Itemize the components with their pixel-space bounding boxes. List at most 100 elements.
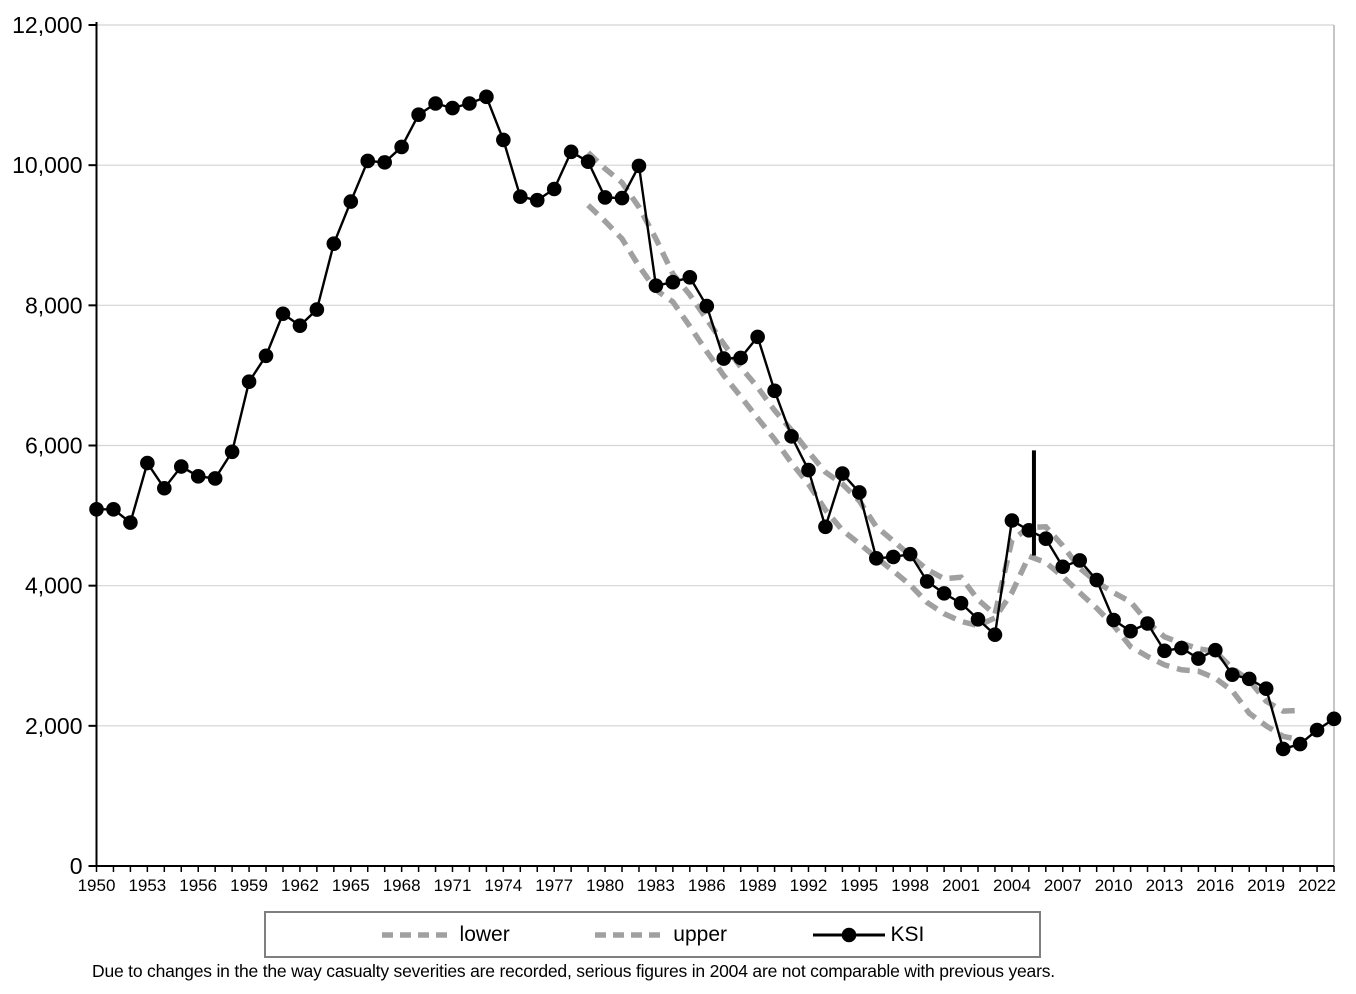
ksi-point-1968 [394, 139, 409, 155]
legend-item-upper: upper [594, 924, 727, 945]
ksi-point-2011 [1123, 623, 1138, 639]
ksi-point-1971 [445, 100, 460, 116]
lower-dashed-line-icon [381, 931, 454, 938]
x-tick-label-1986: 1986 [688, 876, 726, 895]
series-line-ksi [96, 95, 1335, 751]
ksi-point-1960 [258, 348, 274, 364]
ksi-point-2021 [1292, 736, 1308, 752]
x-tick-label-1959: 1959 [230, 876, 268, 895]
ksi-point-1958 [224, 444, 240, 460]
y-tick-label-6000: 6,000 [25, 433, 83, 459]
ksi-point-2014 [1174, 640, 1189, 656]
ksi-point-1954 [157, 480, 172, 496]
x-tick-label-1971: 1971 [434, 876, 472, 895]
x-tick-label-2001: 2001 [942, 876, 980, 895]
legend-label-ksi: KSI [890, 923, 925, 946]
ksi-point-1972 [462, 96, 477, 111]
ksi-point-2008 [1072, 553, 1088, 568]
ksi-point-1964 [326, 236, 342, 251]
ksi-point-2022 [1309, 722, 1325, 738]
legend-item-lower: lower [381, 924, 510, 945]
ksi-point-2016 [1208, 642, 1223, 658]
ksi-point-2009 [1089, 572, 1104, 588]
ksi-point-1961 [275, 306, 291, 322]
y-tick-label-10000: 10,000 [12, 152, 82, 178]
ksi-point-2001 [953, 595, 969, 611]
ksi-point-1982 [631, 158, 647, 174]
ksi-point-2015 [1191, 651, 1206, 666]
ksi-point-2004 [1004, 513, 1020, 528]
ksi-point-1974 [496, 132, 511, 148]
ksi-point-1975 [513, 189, 528, 205]
legend-item-ksi: KSI [812, 923, 925, 946]
ksi-point-1965 [343, 194, 359, 209]
ksi-point-1995 [852, 485, 867, 500]
ksi-trend-chart: 0 2,000 4,000 6,000 8,000 10,000 12,000 1950 195… [12, 12, 1342, 895]
ksi-point-1952 [123, 515, 138, 530]
ksi-point-1996 [868, 551, 884, 566]
ksi-point-1989 [750, 329, 765, 345]
ksi-point-1987 [716, 351, 732, 366]
ksi-point-1956 [190, 469, 206, 484]
series-line-lower [586, 203, 1301, 743]
ksi-point-2013 [1157, 643, 1172, 659]
ksi-point-1992 [801, 462, 816, 478]
ksi-point-1976 [529, 192, 545, 208]
ksi-point-1983 [648, 278, 664, 294]
y-tick-label-12000: 12,000 [12, 12, 82, 38]
ksi-point-2010 [1106, 612, 1121, 628]
x-tick-label-1950: 1950 [78, 876, 116, 895]
ksi-point-2006 [1038, 531, 1054, 547]
series-line-upper [586, 150, 1301, 714]
ksi-point-1984 [665, 274, 681, 290]
ksi-point-2000 [936, 586, 952, 601]
ksi-point-2002 [970, 612, 986, 627]
ksi-point-2018 [1241, 671, 1257, 687]
ksi-point-1985 [682, 270, 698, 285]
ksi-point-1973 [479, 89, 494, 105]
ksi-point-1969 [411, 107, 426, 123]
ksi-point-1978 [563, 144, 579, 160]
ksi-point-1997 [885, 549, 901, 565]
x-tick-label-2004: 2004 [993, 876, 1031, 895]
footnote-text: Due to changes in the the way casualty s… [92, 961, 1055, 981]
x-tick-label-1974: 1974 [484, 876, 522, 895]
ksi-point-2017 [1224, 667, 1240, 682]
ksi-point-1981 [614, 190, 630, 206]
ksi-point-1955 [173, 459, 189, 474]
ksi-point-2023 [1326, 711, 1342, 727]
ksi-line-marker-icon [812, 927, 885, 942]
ksi-point-1986 [699, 298, 715, 314]
x-tick-label-1965: 1965 [332, 876, 370, 895]
ksi-point-1988 [733, 350, 748, 366]
y-tick-label-4000: 4,000 [25, 573, 83, 599]
ksi-point-1959 [241, 374, 257, 390]
ksi-point-1963 [309, 302, 325, 317]
ksi-point-1953 [140, 455, 155, 471]
x-tick-label-1998: 1998 [891, 876, 929, 895]
x-tick-label-2019: 2019 [1247, 876, 1285, 895]
y-tick-label-8000: 8,000 [25, 292, 83, 318]
ksi-point-2019 [1258, 681, 1274, 696]
ksi-point-2003 [987, 627, 1003, 643]
legend-label-upper: upper [673, 923, 727, 946]
x-tick-label-1992: 1992 [790, 876, 828, 895]
ksi-point-2007 [1055, 559, 1071, 575]
ksi-point-1980 [597, 190, 613, 205]
ksi-point-2020 [1275, 741, 1291, 757]
ksi-point-1966 [360, 153, 376, 169]
ksi-point-1967 [377, 155, 392, 170]
ksi-point-1998 [902, 546, 918, 562]
x-tick-label-1989: 1989 [739, 876, 777, 895]
x-tick-label-2007: 2007 [1044, 876, 1082, 895]
ksi-point-1951 [106, 501, 121, 517]
x-tick-label-1962: 1962 [281, 876, 319, 895]
x-tick-label-2010: 2010 [1095, 876, 1133, 895]
x-tick-label-1956: 1956 [179, 876, 217, 895]
legend-label-lower: lower [459, 923, 510, 946]
ksi-point-1993 [818, 519, 833, 535]
x-tick-label-2022: 2022 [1298, 876, 1336, 895]
ksi-point-1999 [919, 574, 935, 589]
x-tick-label-1968: 1968 [383, 876, 421, 895]
